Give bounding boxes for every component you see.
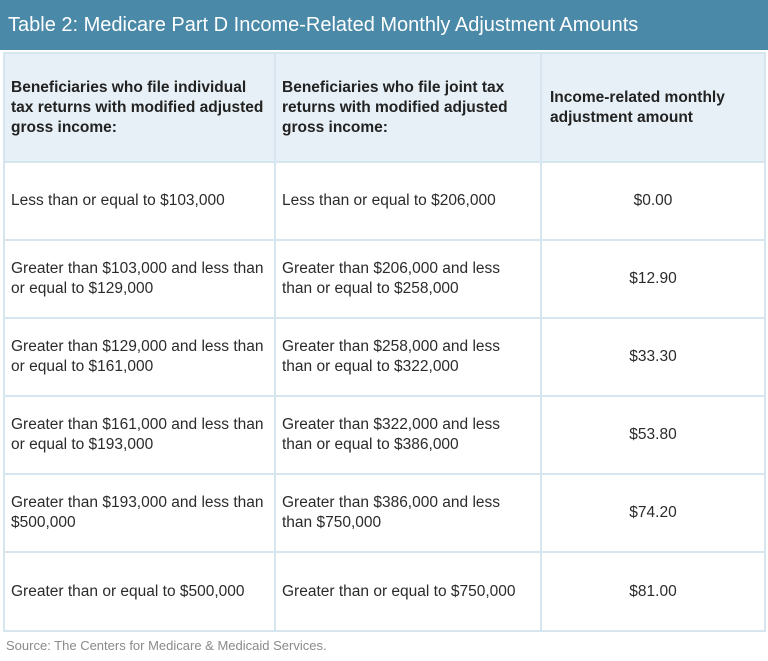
- cell-individual: Greater than $103,000 and less than or e…: [5, 239, 276, 318]
- cell-individual: Less than or equal to $103,000: [5, 161, 276, 240]
- cell-joint: Greater than $386,000 and less than $750…: [275, 473, 542, 552]
- cell-individual: Greater than or equal to $500,000: [5, 551, 276, 630]
- table-row: Less than or equal to $103,000 Less than…: [5, 161, 764, 240]
- cell-amount: $53.80: [541, 395, 764, 474]
- header-individual: Beneficiaries who file individual tax re…: [5, 54, 276, 162]
- cell-amount: $81.00: [541, 551, 764, 630]
- cell-joint: Greater than or equal to $750,000: [275, 551, 542, 630]
- table-title: Table 2: Medicare Part D Income-Related …: [0, 0, 768, 50]
- cell-joint: Less than or equal to $206,000: [275, 161, 542, 240]
- header-amount: Income-related monthly adjustment amount: [541, 54, 764, 162]
- header-joint: Beneficiaries who file joint tax returns…: [275, 54, 542, 162]
- cell-individual: Greater than $129,000 and less than or e…: [5, 317, 276, 396]
- table: Beneficiaries who file individual tax re…: [5, 54, 764, 630]
- table-row: Greater than $193,000 and less than $500…: [5, 473, 764, 552]
- table-row: Greater than $103,000 and less than or e…: [5, 239, 764, 318]
- table-row: Greater than $129,000 and less than or e…: [5, 317, 764, 396]
- cell-amount: $74.20: [541, 473, 764, 552]
- cell-individual: Greater than $193,000 and less than $500…: [5, 473, 276, 552]
- cell-amount: $12.90: [541, 239, 764, 318]
- source-note: Source: The Centers for Medicare & Medic…: [6, 638, 327, 653]
- cell-joint: Greater than $206,000 and less than or e…: [275, 239, 542, 318]
- cell-joint: Greater than $258,000 and less than or e…: [275, 317, 542, 396]
- table-row: Greater than $161,000 and less than or e…: [5, 395, 764, 474]
- table-row: Greater than or equal to $500,000 Greate…: [5, 551, 764, 630]
- header-row: Beneficiaries who file individual tax re…: [5, 54, 764, 162]
- adjustment-table: Beneficiaries who file individual tax re…: [3, 52, 766, 632]
- cell-individual: Greater than $161,000 and less than or e…: [5, 395, 276, 474]
- cell-joint: Greater than $322,000 and less than or e…: [275, 395, 542, 474]
- cell-amount: $0.00: [541, 161, 764, 240]
- cell-amount: $33.30: [541, 317, 764, 396]
